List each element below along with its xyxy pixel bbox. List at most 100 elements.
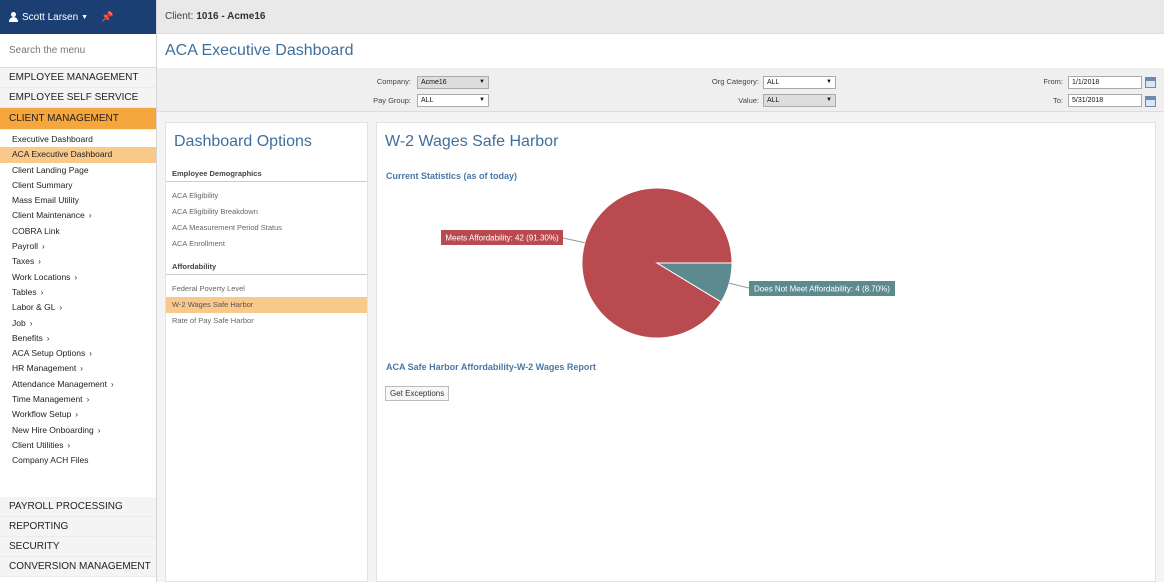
option-group-heading: Employee Demographics (166, 165, 367, 182)
dropdown-arrow-icon: ▼ (826, 97, 832, 103)
submenu-item[interactable]: Client Utilities › (0, 438, 156, 453)
org-category-select-value: ALL (767, 79, 780, 86)
submenu-item-label: COBRA Link (12, 225, 60, 236)
value-select-value: ALL (767, 97, 780, 104)
company-select-value: Acme16 (421, 79, 447, 86)
get-exceptions-button[interactable]: Get Exceptions (385, 386, 450, 401)
value-label: Value: (738, 96, 759, 105)
pin-icon[interactable]: 📌 (101, 11, 114, 23)
submenu-item-label: Client Utilities (12, 439, 64, 450)
value-select[interactable]: ALL ▼ (763, 94, 836, 107)
chevron-right-icon: › (40, 287, 44, 297)
submenu-item-label: Executive Dashboard (12, 134, 93, 144)
submenu-item[interactable]: Executive Dashboard (0, 132, 156, 147)
caret-down-icon: ▼ (81, 13, 89, 21)
section-payroll-processing[interactable]: PAYROLL PROCESSING (0, 497, 156, 517)
calendar-icon[interactable] (1145, 77, 1156, 88)
menu-search (0, 34, 156, 68)
submenu-item[interactable]: COBRA Link (0, 224, 156, 239)
option-item[interactable]: W-2 Wages Safe Harbor (166, 297, 367, 313)
calendar-icon[interactable] (1145, 96, 1156, 107)
user-menu[interactable]: Scott Larsen ▼ 📌 (0, 0, 156, 34)
chevron-right-icon: › (80, 364, 83, 374)
org-category-label: Org Category: (711, 77, 759, 86)
submenu-item[interactable]: Benefits › (0, 331, 156, 346)
submenu-item[interactable]: Time Management › (0, 392, 156, 407)
chevron-right-icon: › (89, 349, 92, 359)
section-reporting[interactable]: REPORTING (0, 517, 156, 537)
submenu-item[interactable]: Client Summary (0, 178, 156, 193)
submenu-item[interactable]: ACA Executive Dashboard (0, 147, 156, 163)
main-panel: Meets Affordability: 42 (91.30%) Does Not… (376, 122, 1156, 582)
submenu-item[interactable]: Tables › (0, 285, 156, 300)
dropdown-arrow-icon: ▼ (479, 97, 485, 103)
submenu-item[interactable]: Taxes › (0, 254, 156, 269)
option-item[interactable]: ACA Eligibility Breakdown (172, 207, 258, 216)
submenu-item[interactable]: Client Maintenance › (0, 208, 156, 223)
pie-label-not-meets-box (749, 281, 895, 296)
chart-title: W-2 Wages Safe Harbor (385, 133, 559, 150)
submenu-item-label: Benefits (12, 332, 43, 343)
submenu-item-label: Payroll (12, 241, 38, 252)
submenu-item[interactable]: Workflow Setup › (0, 407, 156, 422)
section-employee-self-service[interactable]: EMPLOYEE SELF SERVICE (0, 88, 156, 108)
pie-slice-not-meets[interactable] (655, 262, 733, 303)
filter-bar: Company: Acme16 ▼ Pay Group: ALL ▼ Org Cat… (157, 68, 1164, 112)
chevron-right-icon: › (74, 272, 78, 282)
org-category-select[interactable]: ALL ▼ (763, 76, 836, 89)
dashboard-options-title: Dashboard Options (174, 133, 312, 150)
submenu-item[interactable]: Attendance Management › (0, 377, 156, 392)
user-name: Scott Larsen (22, 11, 79, 23)
submenu-item-label: Job (12, 317, 26, 328)
section-security[interactable]: SECURITY (0, 537, 156, 557)
chevron-right-icon: › (75, 410, 79, 420)
paygroup-select[interactable]: ALL ▼ (417, 94, 489, 107)
submenu-item[interactable]: Work Locations › (0, 270, 156, 285)
option-item[interactable]: Rate of Pay Safe Harbor (172, 316, 254, 325)
client-bar: Client: 1016 - Acme16 (157, 0, 1164, 34)
submenu-item[interactable]: Labor & GL › (0, 300, 156, 315)
submenu-item[interactable]: New Hire Onboarding › (0, 423, 156, 438)
chevron-right-icon: › (29, 318, 33, 328)
submenu-item[interactable]: Company ACH Files (0, 453, 156, 468)
from-date-input[interactable]: 1/1/2018 (1068, 76, 1142, 89)
submenu-item[interactable]: Payroll › (0, 239, 156, 254)
top-sections: EMPLOYEE MANAGEMENT EMPLOYEE SELF SERVICE (0, 68, 156, 108)
option-groups: Employee Demographics ACA Eligibility ACA … (166, 165, 367, 335)
option-item[interactable]: Federal Poverty Level (172, 284, 245, 293)
submenu-item[interactable]: Mass Email Utility (0, 193, 156, 208)
chevron-right-icon: › (97, 425, 101, 435)
page-title: ACA Executive Dashboard (157, 34, 1164, 68)
client-management-submenu: Executive Dashboard ACA Executive Dashboa… (0, 130, 156, 469)
to-label: To: (1052, 96, 1063, 105)
submenu-item[interactable]: Job › (0, 316, 156, 331)
option-group-heading: Affordability (166, 258, 367, 275)
section-conversion-management[interactable]: CONVERSION MANAGEMENT (0, 557, 156, 577)
option-item[interactable]: ACA Eligibility (172, 191, 219, 200)
dropdown-arrow-icon: ▼ (479, 79, 485, 85)
to-date-input[interactable]: 5/31/2018 (1068, 94, 1142, 107)
submenu-item[interactable]: Client Landing Page (0, 163, 156, 178)
section-client-management[interactable]: CLIENT MANAGEMENT (0, 108, 156, 130)
user-icon (9, 12, 18, 22)
client-value: 1016 - Acme16 (196, 11, 266, 22)
submenu-item-label: Labor & GL (12, 302, 56, 313)
submenu-item-label: Work Locations (12, 271, 71, 282)
submenu-item[interactable]: HR Management › (0, 361, 156, 376)
chevron-right-icon: › (67, 440, 71, 450)
current-statistics-title: Current Statistics (as of today) (386, 171, 518, 181)
submenu-item[interactable]: ACA Setup Options › (0, 346, 156, 361)
pie-label-meets-box (441, 230, 563, 245)
submenu-item-label: ACA Executive Dashboard (12, 149, 113, 160)
sidebar: Scott Larsen ▼ 📌 EMPLOYEE MANAGEMENTEMPL… (0, 0, 157, 582)
section-employee-management[interactable]: EMPLOYEE MANAGEMENT (0, 68, 156, 88)
option-item[interactable]: ACA Enrollment (172, 239, 225, 248)
chevron-right-icon: › (88, 211, 92, 221)
submenu-item-label: Attendance Management (12, 378, 107, 389)
chevron-right-icon: › (46, 333, 50, 343)
option-item[interactable]: ACA Measurement Period Status (172, 223, 283, 232)
menu-search-input[interactable] (9, 45, 149, 56)
company-select[interactable]: Acme16 ▼ (417, 76, 489, 89)
client-label: Client: (165, 11, 194, 22)
submenu-item-label: Client Landing Page (12, 164, 89, 175)
